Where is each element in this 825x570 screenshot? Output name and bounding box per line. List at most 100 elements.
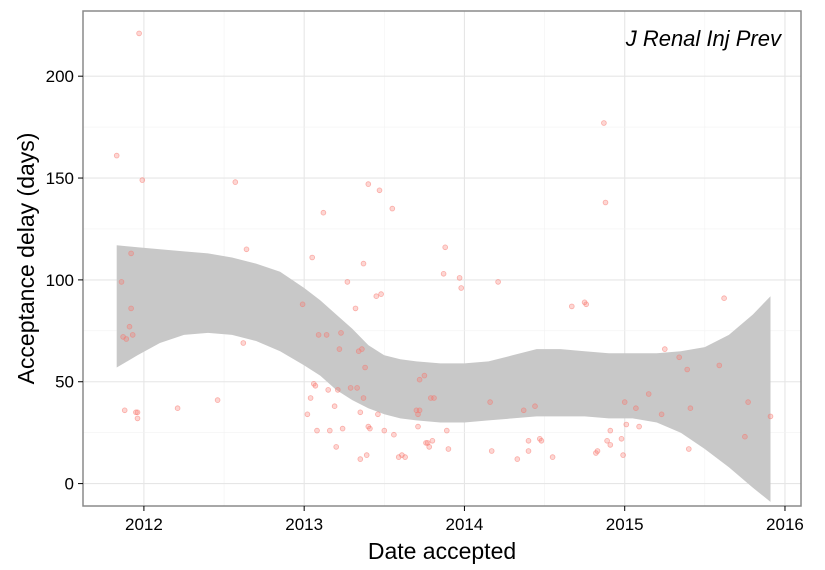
data-point xyxy=(443,427,450,434)
data-point xyxy=(583,301,589,308)
data-point xyxy=(487,399,493,405)
data-point xyxy=(129,332,136,338)
data-point xyxy=(416,376,423,383)
data-points xyxy=(113,30,774,462)
data-point xyxy=(495,279,501,285)
data-point xyxy=(745,399,751,405)
data-point xyxy=(320,209,327,216)
data-point xyxy=(128,250,134,257)
x-tick-label: 2014 xyxy=(446,515,484,534)
data-point xyxy=(214,397,221,403)
data-point xyxy=(538,437,545,444)
data-point xyxy=(113,152,120,159)
data-point xyxy=(367,425,373,432)
data-point xyxy=(118,279,125,285)
data-point xyxy=(716,362,723,369)
data-point xyxy=(304,411,311,418)
data-point xyxy=(134,415,141,422)
data-point xyxy=(532,403,538,410)
data-point xyxy=(431,395,437,401)
data-point xyxy=(549,454,556,460)
data-point xyxy=(174,405,181,412)
data-point xyxy=(742,433,748,440)
data-point xyxy=(326,427,333,434)
data-point xyxy=(520,407,527,414)
data-point xyxy=(309,254,316,261)
panel xyxy=(82,10,802,507)
data-point xyxy=(568,303,575,310)
data-point xyxy=(391,431,397,438)
data-point xyxy=(767,413,774,420)
data-point xyxy=(676,354,682,361)
data-point xyxy=(354,385,360,391)
data-point xyxy=(661,346,668,352)
data-point xyxy=(373,293,380,300)
data-point xyxy=(312,382,319,389)
data-point xyxy=(456,275,463,281)
data-point xyxy=(645,391,652,397)
data-point xyxy=(126,323,133,330)
data-point xyxy=(362,364,368,371)
y-tick-label: 200 xyxy=(46,67,74,86)
journal-annotation: J Renal Inj Prev xyxy=(625,26,783,51)
data-point xyxy=(378,291,384,297)
data-point xyxy=(618,435,625,442)
data-point xyxy=(352,305,359,312)
data-point xyxy=(525,448,532,454)
data-point xyxy=(488,448,495,454)
data-point xyxy=(139,177,146,183)
x-tick-label: 2015 xyxy=(606,515,644,534)
data-point xyxy=(416,407,423,414)
data-point xyxy=(240,340,247,346)
data-point xyxy=(331,403,338,410)
data-point xyxy=(323,332,330,338)
data-point xyxy=(658,411,665,418)
data-point xyxy=(339,425,346,432)
x-axis: 2012 2013 2014 2015 2016 xyxy=(125,506,804,534)
y-axis-title: Acceptance delay (days) xyxy=(13,133,39,385)
x-tick-label: 2013 xyxy=(285,515,323,534)
data-point xyxy=(123,336,130,342)
data-point xyxy=(623,421,630,428)
y-axis: 0 50 100 150 200 xyxy=(46,67,83,494)
data-point xyxy=(721,295,727,302)
plot-panel-border xyxy=(82,10,802,507)
data-point xyxy=(601,120,607,126)
y-tick-label: 100 xyxy=(46,271,74,290)
data-point xyxy=(687,405,694,412)
data-point xyxy=(423,440,429,446)
y-tick-label: 150 xyxy=(46,169,74,188)
data-point xyxy=(338,330,344,336)
data-point xyxy=(607,427,614,434)
data-point xyxy=(357,456,364,462)
data-point xyxy=(333,444,340,450)
data-point xyxy=(307,395,314,401)
data-point xyxy=(684,366,690,373)
data-point xyxy=(359,346,365,352)
x-axis-title: Date accepted xyxy=(368,538,516,564)
data-point xyxy=(621,399,628,405)
data-point xyxy=(402,454,408,460)
data-point xyxy=(421,372,428,379)
x-tick-label: 2012 xyxy=(125,515,163,534)
data-point xyxy=(360,395,367,401)
data-point xyxy=(445,446,452,452)
data-point xyxy=(636,423,642,430)
data-point xyxy=(336,346,343,352)
data-point xyxy=(365,181,372,187)
y-tick-label: 50 xyxy=(55,373,74,392)
data-point xyxy=(357,409,364,416)
data-point xyxy=(633,405,639,412)
data-point xyxy=(243,246,250,253)
data-point xyxy=(128,305,134,312)
data-point xyxy=(299,301,306,308)
data-point xyxy=(315,332,322,338)
data-point xyxy=(429,437,436,444)
data-point xyxy=(232,179,239,185)
data-point xyxy=(525,437,532,444)
data-point xyxy=(594,448,601,454)
data-point xyxy=(325,387,332,393)
data-point xyxy=(360,260,367,267)
data-point xyxy=(514,456,521,462)
